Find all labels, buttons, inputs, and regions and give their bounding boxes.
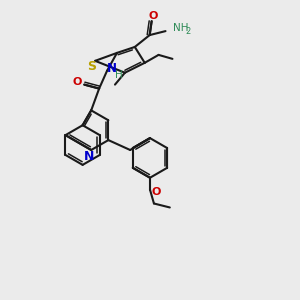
Text: NH: NH — [173, 23, 189, 33]
Text: O: O — [149, 11, 158, 21]
Text: H: H — [115, 70, 123, 80]
Text: N: N — [107, 62, 117, 75]
Text: O: O — [73, 76, 82, 87]
Text: 2: 2 — [185, 27, 190, 36]
Text: O: O — [151, 187, 160, 196]
Text: S: S — [87, 60, 96, 73]
Text: N: N — [84, 150, 94, 164]
